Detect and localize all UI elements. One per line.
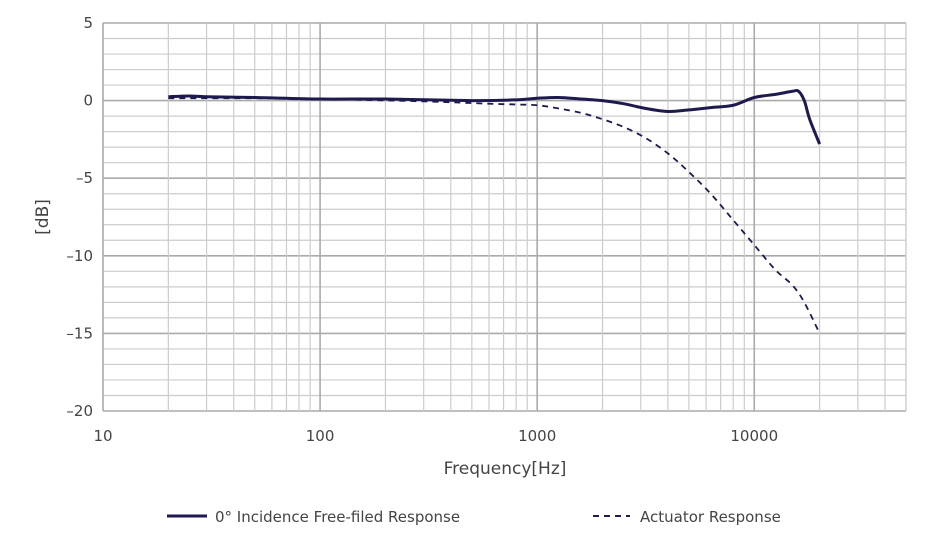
y-axis-label: [dB] <box>33 199 53 235</box>
x-tick-label: 100 <box>306 427 335 445</box>
y-tick-label: –10 <box>66 247 93 265</box>
y-tick-label: –5 <box>76 169 93 187</box>
x-tick-label: 10 <box>93 427 112 445</box>
legend-label-actuator: Actuator Response <box>640 508 781 526</box>
axis-ticks: 10 100 1000 10000 5 0 –5 –10 –15 –20 <box>66 14 778 445</box>
legend: 0° Incidence Free-filed Response Actuato… <box>167 508 781 526</box>
y-tick-label: –20 <box>66 402 93 420</box>
series-line-free-field <box>168 88 822 145</box>
series-lines <box>168 88 822 334</box>
y-tick-label: 0 <box>83 92 93 110</box>
grid <box>102 22 907 412</box>
x-tick-label: 1000 <box>518 427 556 445</box>
y-tick-label: 5 <box>83 14 93 32</box>
y-tick-label: –15 <box>66 324 93 342</box>
legend-label-free-field: 0° Incidence Free-filed Response <box>215 508 460 526</box>
series-line-actuator <box>168 97 821 334</box>
x-tick-label: 10000 <box>730 427 778 445</box>
x-axis-label: Frequency[Hz] <box>444 459 567 479</box>
